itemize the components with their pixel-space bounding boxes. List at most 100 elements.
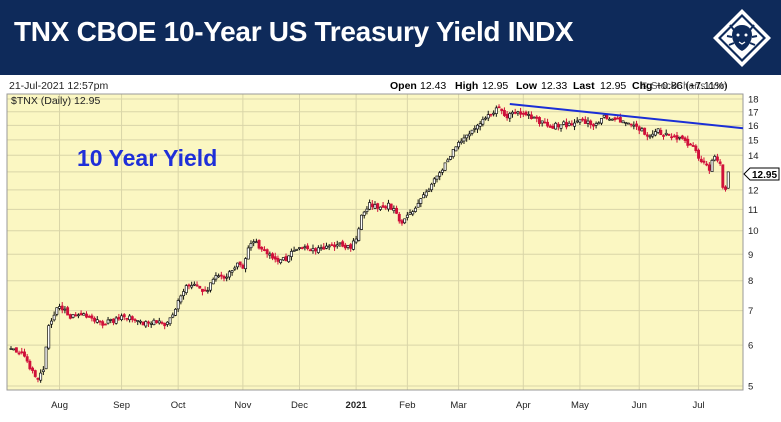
candle-body [203, 289, 207, 292]
candle-body [616, 117, 620, 120]
candle-body [338, 242, 342, 245]
candle-body [659, 130, 663, 136]
y-tick-label: 10 [748, 226, 759, 237]
candle-body [71, 314, 75, 318]
candle-body [58, 306, 61, 309]
candle-body [300, 247, 304, 249]
candle-body [570, 123, 574, 126]
y-axis: 56789101112131415161718 [748, 95, 759, 393]
candle-body [260, 246, 264, 250]
y-tick-label: 11 [748, 205, 758, 216]
candle-body [281, 257, 285, 261]
candle-body [176, 300, 180, 310]
candle-body [31, 367, 35, 371]
candle-body [689, 143, 692, 146]
candle-body [365, 208, 369, 212]
chart-area: 56789101112131415161718 AugSepOctNovDec2… [0, 75, 781, 417]
x-tick-label: Oct [171, 400, 186, 411]
candle-body [39, 372, 43, 381]
candle-body [511, 111, 514, 115]
candle-body [17, 352, 21, 355]
lion-crest-icon [713, 9, 771, 67]
candle-body [9, 348, 13, 350]
candle-body [214, 275, 218, 280]
candle-body [387, 202, 390, 210]
candle-body [187, 284, 191, 287]
candle-body [497, 106, 501, 109]
candle-body [52, 314, 56, 321]
candle-body [85, 313, 88, 318]
y-tick-label: 17 [748, 107, 759, 118]
candle-body [451, 149, 455, 158]
candle-body [249, 243, 253, 249]
chart-date: 21-Jul-2021 12:57pm [9, 80, 108, 92]
candle-body [494, 107, 498, 114]
candle-body [675, 135, 679, 140]
candle-body [311, 248, 315, 252]
y-tick-label: 8 [748, 276, 753, 287]
candle-body [219, 274, 223, 277]
candle-body [594, 123, 598, 126]
candle-body [163, 322, 167, 327]
candle-body [400, 220, 404, 224]
candle-body [79, 312, 83, 316]
candle-body [268, 253, 272, 256]
candle-body [171, 314, 175, 318]
candle-body [306, 245, 310, 250]
candle-body [446, 159, 450, 163]
candle-body [546, 121, 550, 127]
candle-body [47, 325, 51, 349]
candle-body [492, 112, 496, 115]
candle-body [160, 322, 164, 324]
candle-body [241, 264, 245, 269]
candle-body [182, 291, 186, 297]
candle-body [465, 134, 469, 139]
candle-body [298, 247, 301, 249]
candle-body [686, 138, 690, 146]
candle-body [14, 347, 18, 353]
candle-body [500, 108, 504, 112]
candle-body [227, 271, 231, 278]
candle-body [252, 241, 256, 244]
candle-body [206, 290, 210, 292]
candle-body [265, 249, 269, 255]
candle-body [138, 320, 142, 323]
candle-body [457, 142, 461, 148]
candle-body [184, 285, 188, 294]
candle-body [273, 256, 277, 260]
candle-body [257, 240, 261, 249]
candle-body [152, 319, 156, 326]
candle-body [467, 133, 471, 137]
candle-body [190, 285, 194, 288]
last-label: Last [573, 80, 595, 92]
candle-body [130, 316, 134, 320]
candle-body [513, 112, 517, 114]
candle-body [349, 244, 353, 249]
candle-body [76, 314, 80, 317]
candle-body [432, 178, 436, 184]
x-tick-label: Dec [291, 400, 308, 411]
candle-body [627, 122, 630, 125]
candle-body [66, 307, 70, 316]
candle-body [597, 122, 601, 125]
candle-body [316, 247, 320, 253]
last-price-badge: 12.95 [743, 167, 780, 181]
candle-body [621, 120, 625, 124]
candle-body [411, 211, 415, 215]
x-tick-label: Jun [632, 400, 647, 411]
candle-body [532, 116, 536, 119]
candle-body [648, 135, 652, 138]
candle-body [362, 211, 366, 216]
candle-body [449, 156, 452, 160]
y-tick-label: 9 [748, 250, 753, 261]
candle-body [476, 124, 479, 130]
candle-body [691, 145, 695, 147]
candle-body [155, 320, 159, 323]
candle-body [602, 114, 606, 118]
candle-body [583, 119, 587, 124]
candle-body [678, 136, 682, 139]
x-tick-label: Apr [516, 400, 531, 411]
candle-body [314, 248, 318, 252]
y-tick-label: 12 [748, 185, 759, 196]
candle-body [535, 116, 539, 119]
